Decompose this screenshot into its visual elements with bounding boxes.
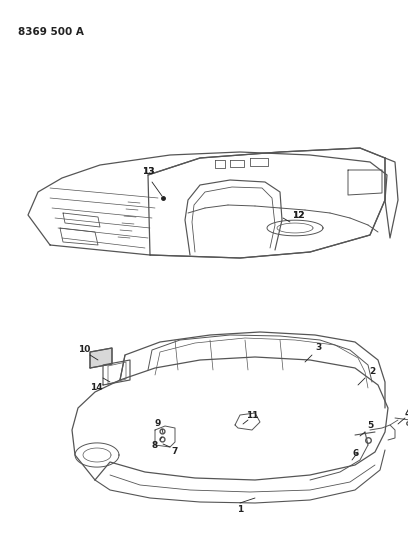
Text: 12: 12 <box>292 211 304 220</box>
Text: 7: 7 <box>172 448 178 456</box>
Text: 4: 4 <box>405 408 408 417</box>
Text: 8: 8 <box>152 440 158 449</box>
Text: 3: 3 <box>315 343 321 352</box>
Text: 1: 1 <box>237 505 243 514</box>
Text: 14: 14 <box>90 384 102 392</box>
Text: 12: 12 <box>292 211 304 220</box>
Polygon shape <box>90 348 112 368</box>
Text: 11: 11 <box>246 410 258 419</box>
Text: 8369 500 A: 8369 500 A <box>18 27 84 37</box>
Text: 13: 13 <box>142 167 154 176</box>
Text: 6: 6 <box>353 448 359 457</box>
Text: 2: 2 <box>369 367 375 376</box>
Text: 13: 13 <box>142 167 154 176</box>
Text: 10: 10 <box>78 344 90 353</box>
Text: 5: 5 <box>367 421 373 430</box>
Text: 9: 9 <box>155 419 161 429</box>
